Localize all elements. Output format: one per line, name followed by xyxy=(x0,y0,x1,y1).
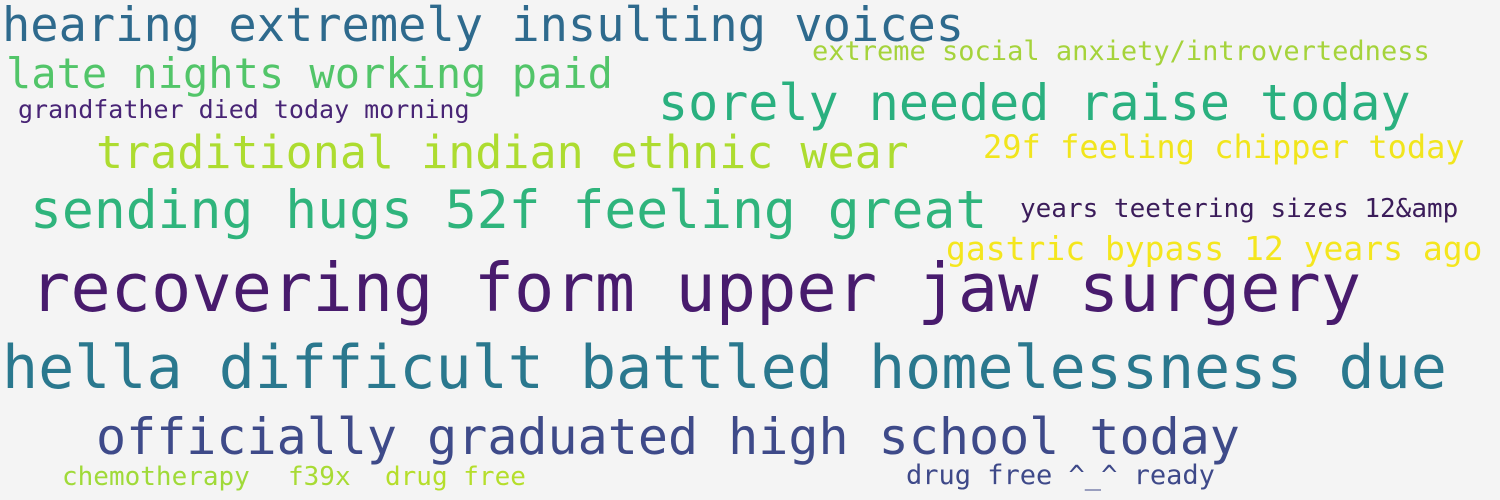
word-hella-difficult-battled-homelessness-due: hella difficult battled homelessness due xyxy=(2,333,1447,403)
word-chemotherapy: chemotherapy xyxy=(62,462,250,492)
word-hearing-extremely-insulting-voices: hearing extremely insulting voices xyxy=(2,0,965,53)
word-gastric-bypass-12-years-ago: gastric bypass 12 years ago xyxy=(946,229,1483,268)
word-years-teetering-sizes: years teetering sizes 12&amp xyxy=(1020,194,1459,224)
word-drug-free-ready: drug free ^_^ ready xyxy=(906,460,1215,491)
word-traditional-indian-ethnic-wear: traditional indian ethnic wear xyxy=(96,126,909,179)
word-grandfather-died-today-morning: grandfather died today morning xyxy=(18,95,470,124)
word-drug-free: drug free xyxy=(385,462,526,492)
word-sorely-needed-raise-today: sorely needed raise today xyxy=(658,74,1411,132)
word-officially-graduated-high-school-today: officially graduated high school today xyxy=(96,408,1240,466)
word-sending-hugs-52f-feeling-great: sending hugs 52f feeling great xyxy=(30,180,988,241)
word-extreme-social-anxiety: extreme social anxiety/introvertedness xyxy=(812,36,1430,67)
word-29f-feeling-chipper-today: 29f feeling chipper today xyxy=(983,128,1465,166)
word-recovering-form-upper-jaw-surgery: recovering form upper jaw surgery xyxy=(30,249,1362,327)
word-late-nights-working-paid: late nights working paid xyxy=(6,49,613,98)
word-f39x: f39x xyxy=(288,462,351,492)
